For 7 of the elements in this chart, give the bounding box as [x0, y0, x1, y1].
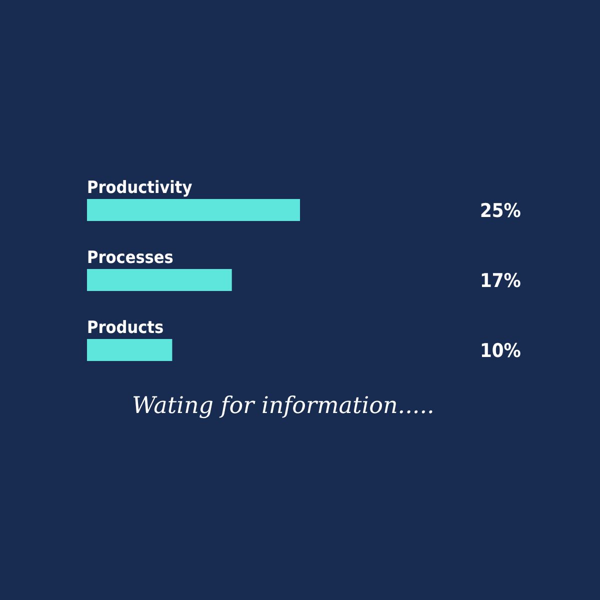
data-label: 25%: [480, 200, 521, 222]
y-tick-label: Products: [87, 318, 164, 338]
data-label: 17%: [480, 270, 521, 292]
text: Wating for information.....: [132, 393, 434, 419]
data-label: 10%: [480, 340, 521, 362]
y-tick-label: Productivity: [87, 178, 192, 198]
y-tick-label: Processes: [87, 248, 174, 268]
